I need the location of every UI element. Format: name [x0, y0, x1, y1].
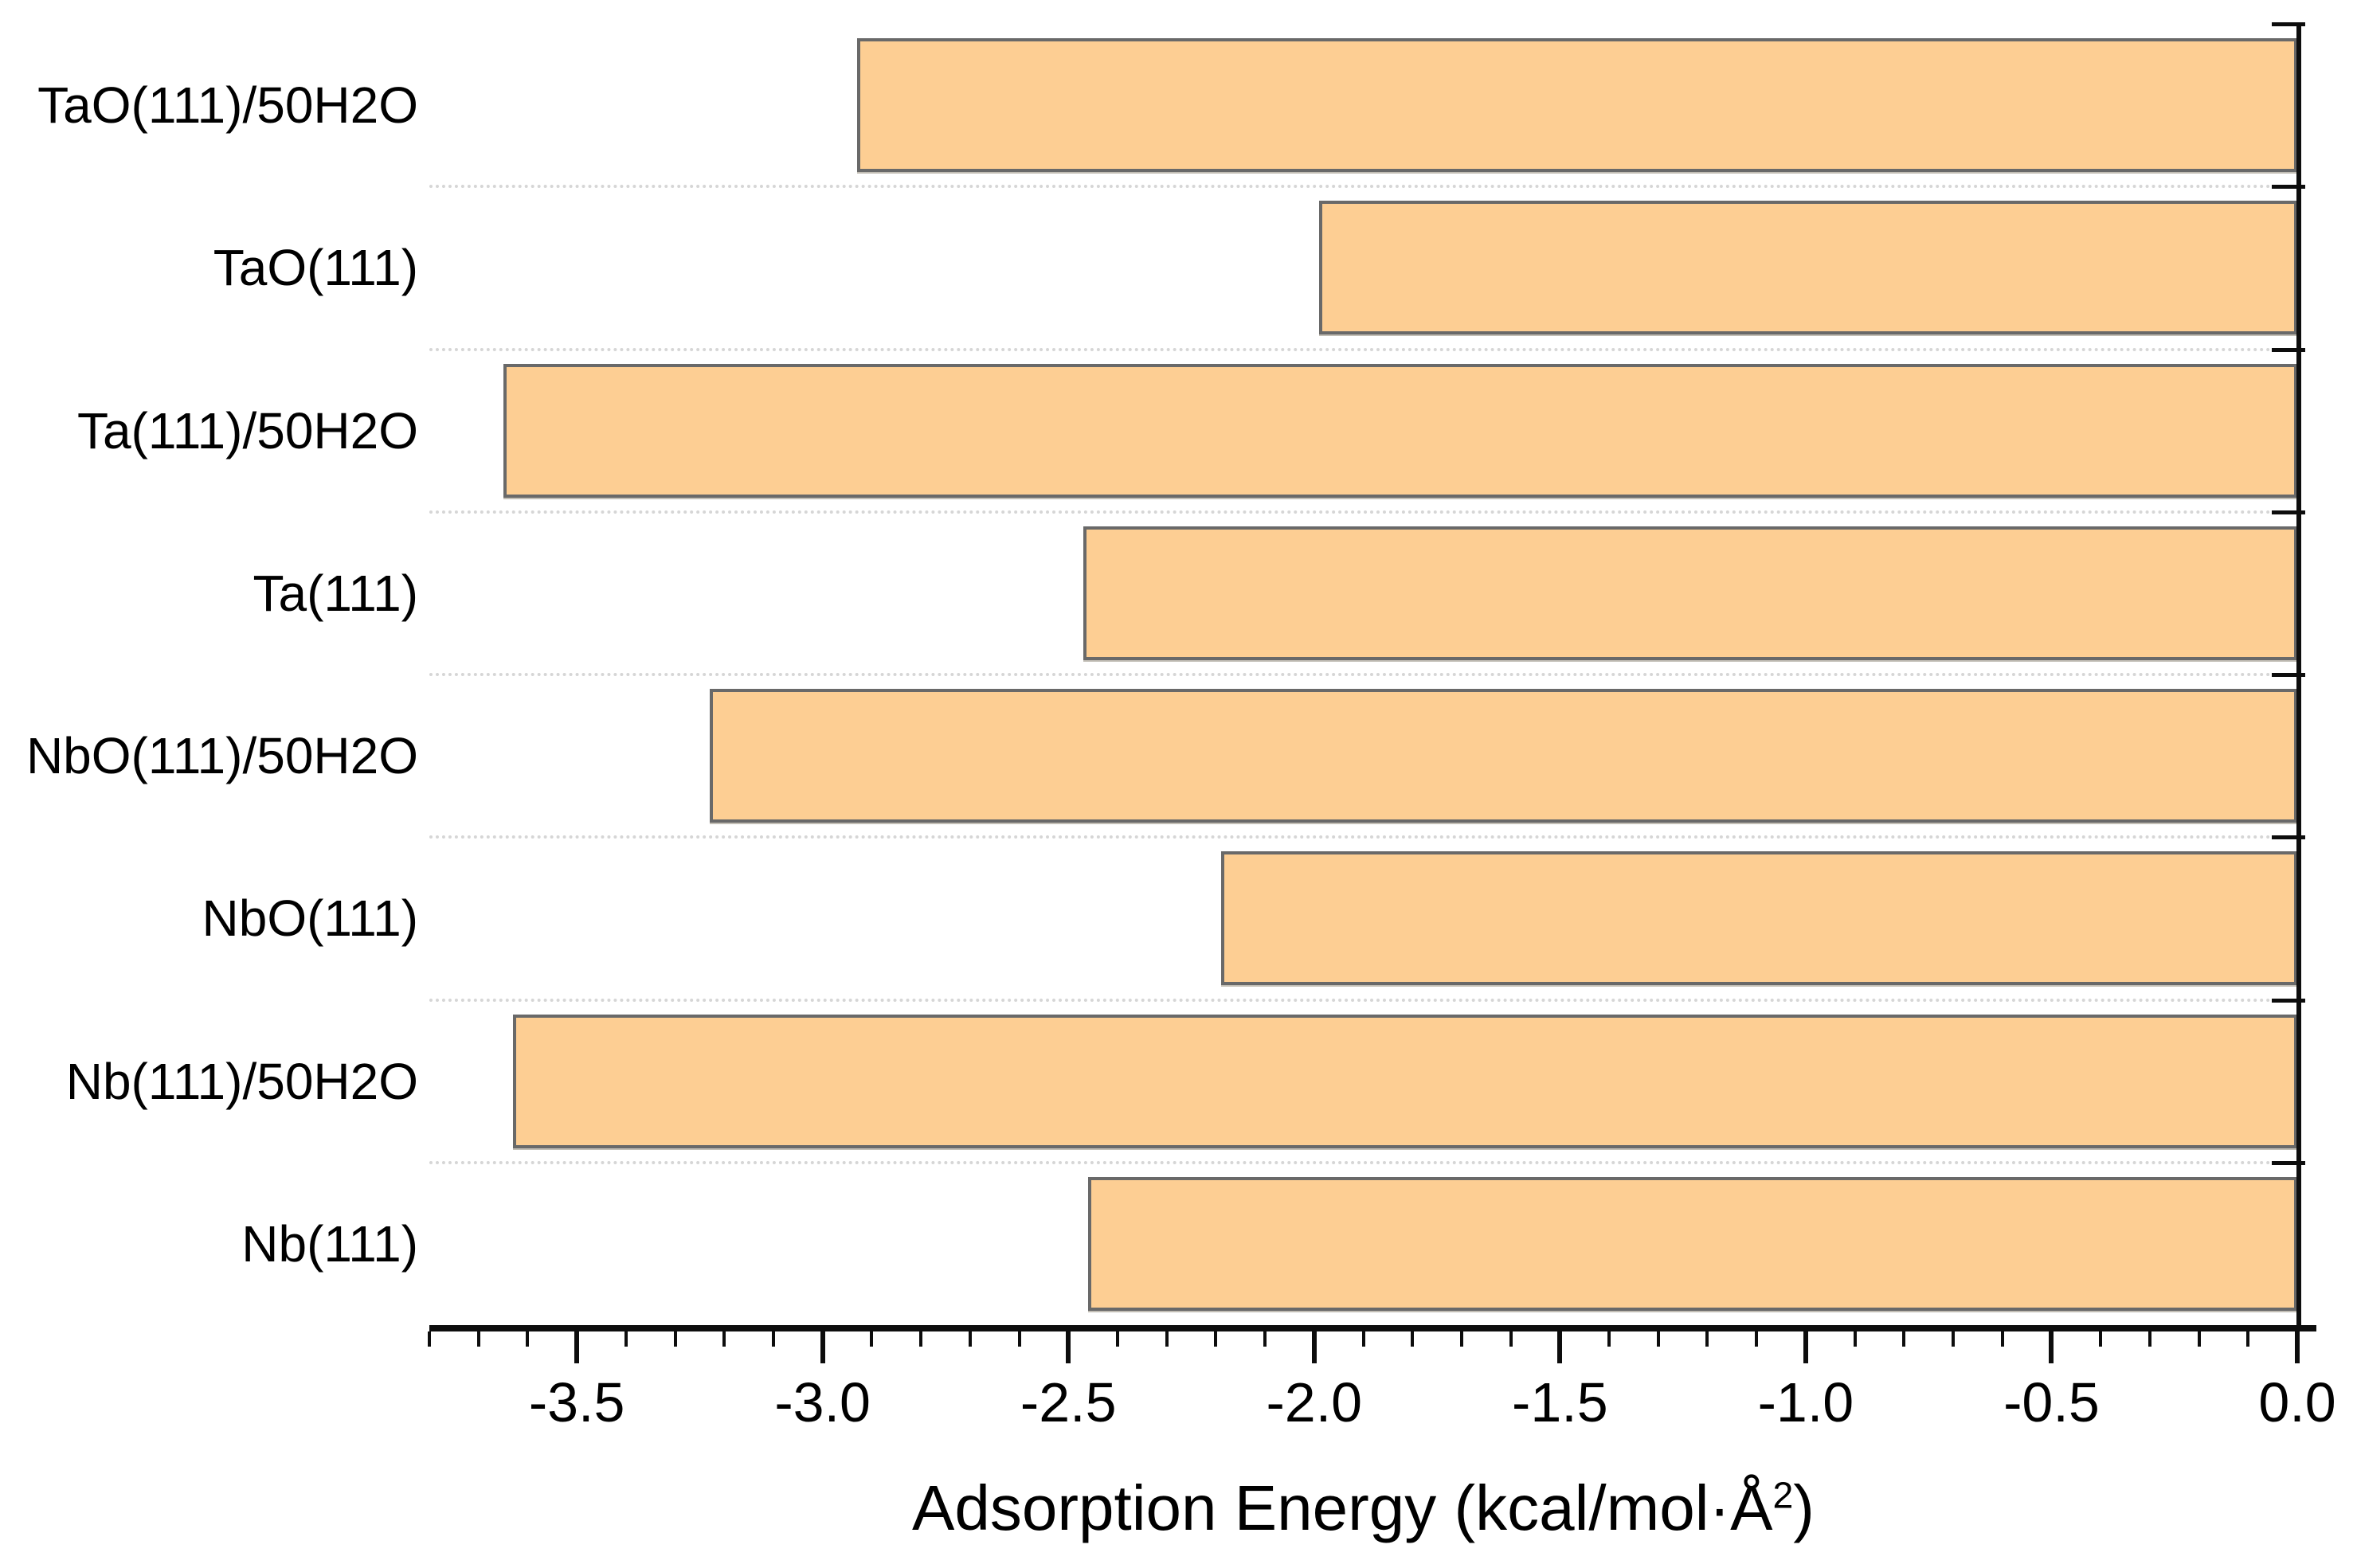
x-axis-title-text: Adsorption Energy (kcal/mol·Å	[912, 1472, 1773, 1543]
x-axis-minor-tick	[1509, 1331, 1513, 1347]
x-axis-title-superscript: 2	[1772, 1474, 1794, 1516]
x-axis-major-tick	[1557, 1331, 1563, 1363]
x-axis-minor-tick	[1853, 1331, 1857, 1347]
y-axis-label: TaO(111)	[213, 239, 418, 297]
category-separator	[429, 510, 2297, 514]
x-tick-label: -2.5	[1020, 1371, 1117, 1433]
x-axis-minor-tick	[1165, 1331, 1169, 1347]
right-axis-tick	[2272, 510, 2305, 514]
x-tick-label: -0.5	[2003, 1371, 2100, 1433]
x-axis-minor-tick	[2148, 1331, 2151, 1347]
right-axis-tick	[2272, 185, 2305, 190]
x-axis-major-tick	[2049, 1331, 2054, 1363]
x-axis-line	[429, 1325, 2316, 1331]
category-separator	[429, 673, 2297, 676]
x-tick-label: 0.0	[2258, 1371, 2336, 1433]
x-axis-major-tick	[1311, 1331, 1317, 1363]
x-axis-major-tick	[1066, 1331, 1071, 1363]
y-axis-label: NbO(111)	[202, 890, 419, 948]
x-axis-major-tick	[1803, 1331, 1808, 1363]
x-axis-minor-tick	[919, 1331, 923, 1347]
right-axis-tick	[2272, 1160, 2305, 1165]
category-separator	[429, 1160, 2297, 1164]
x-axis-minor-tick	[1607, 1331, 1611, 1347]
y-axis-line	[2296, 24, 2301, 1331]
right-axis-tick	[2272, 835, 2305, 840]
x-axis-minor-tick	[526, 1331, 530, 1347]
x-axis-minor-tick	[2000, 1331, 2004, 1347]
bar	[1083, 526, 2297, 660]
x-axis-minor-tick	[1952, 1331, 1956, 1347]
y-axis-label: Ta(111)	[253, 564, 419, 622]
x-axis-minor-tick	[1214, 1331, 1218, 1347]
x-axis-major-tick	[820, 1331, 825, 1363]
x-axis-minor-tick	[1755, 1331, 1759, 1347]
plot-area	[429, 22, 2305, 1331]
x-axis-minor-tick	[870, 1331, 874, 1347]
right-axis-tick	[2272, 22, 2305, 26]
x-axis-title: Adsorption Energy (kcal/mol·Å2)	[429, 1472, 2297, 1545]
x-axis-major-tick	[2295, 1331, 2300, 1363]
right-axis-tick	[2272, 347, 2305, 352]
x-axis-minor-tick	[722, 1331, 726, 1347]
x-axis-minor-tick	[1411, 1331, 1415, 1347]
category-separator	[429, 998, 2297, 1002]
x-tick-label: -1.0	[1757, 1371, 1854, 1433]
bar	[1220, 851, 2297, 986]
x-axis-minor-tick	[1361, 1331, 1365, 1347]
x-axis-minor-tick	[2197, 1331, 2201, 1347]
x-axis-minor-tick	[1656, 1331, 1660, 1347]
right-axis-tick	[2272, 673, 2305, 677]
bar	[503, 363, 2297, 498]
x-axis-minor-tick	[476, 1331, 480, 1347]
x-axis-minor-tick	[771, 1331, 775, 1347]
x-axis-minor-tick	[1017, 1331, 1021, 1347]
y-axis-label: Ta(111)/50H2O	[76, 401, 418, 459]
x-axis-minor-tick	[1115, 1331, 1119, 1347]
x-axis-minor-tick	[1902, 1331, 1906, 1347]
right-axis-tick	[2272, 998, 2305, 1003]
y-axis-label: Nb(111)/50H2O	[65, 1052, 418, 1110]
x-tick-label: -1.5	[1512, 1371, 1608, 1433]
x-tick-label: -3.0	[774, 1371, 871, 1433]
x-axis-major-tick	[574, 1331, 580, 1363]
bar	[709, 689, 2297, 823]
x-tick-label: -2.0	[1266, 1371, 1363, 1433]
x-axis-minor-tick	[968, 1331, 972, 1347]
x-axis-minor-tick	[1705, 1331, 1709, 1347]
y-axis-label: TaO(111)/50H2O	[37, 76, 418, 135]
y-axis-label: Nb(111)	[241, 1214, 418, 1273]
category-separator	[429, 185, 2297, 189]
x-axis-minor-tick	[2099, 1331, 2103, 1347]
bar	[856, 38, 2297, 173]
x-axis-minor-tick	[1263, 1331, 1267, 1347]
x-tick-label: -3.5	[528, 1371, 625, 1433]
category-separator	[429, 835, 2297, 839]
x-axis-minor-tick	[624, 1331, 628, 1347]
bar	[1318, 201, 2297, 335]
x-axis-minor-tick	[2246, 1331, 2250, 1347]
bar	[512, 1014, 2297, 1148]
x-axis-minor-tick	[428, 1331, 431, 1347]
x-axis-minor-tick	[1459, 1331, 1463, 1347]
category-separator	[429, 347, 2297, 351]
bar	[1087, 1176, 2297, 1311]
y-axis-label: NbO(111)/50H2O	[25, 727, 418, 785]
x-axis-title-suffix: )	[1793, 1472, 1815, 1543]
x-axis-minor-tick	[673, 1331, 677, 1347]
